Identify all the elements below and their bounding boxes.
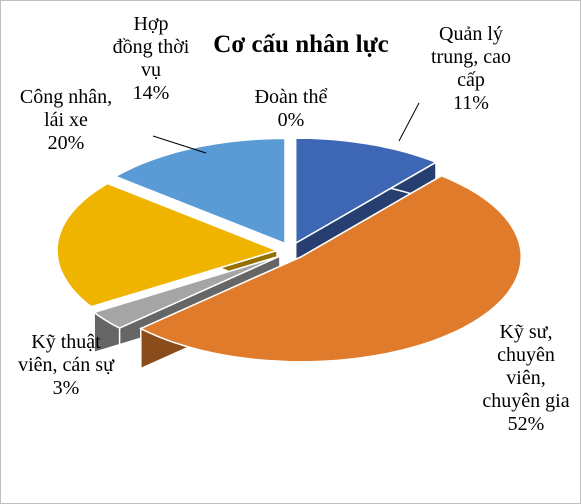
data-label: Đoàn thể 0%: [236, 86, 346, 132]
data-label: Hợp đồng thời vụ 14%: [111, 13, 191, 105]
value-label: 52%: [507, 413, 545, 435]
value-label: 3%: [52, 377, 80, 399]
chart-title: Cơ cấu nhân lực: [213, 31, 389, 58]
value-label: 20%: [47, 132, 85, 154]
category-label: Đoàn thể: [254, 86, 328, 108]
data-label: Kỹ sư, chuyên viên, chuyên gia 52%: [476, 321, 576, 436]
leader-line: [398, 102, 420, 142]
slice: [56, 182, 280, 308]
data-label: Kỹ thuật viên, cán sự 3%: [11, 331, 121, 400]
value-label: 11%: [453, 92, 489, 114]
category-label: Kỹ sư, chuyên viên, chuyên gia: [482, 321, 570, 412]
slice: [92, 255, 281, 329]
slice: [139, 174, 522, 363]
category-label: Quản lý trung, cao cấp: [431, 23, 511, 91]
category-label: Công nhân, lái xe: [19, 86, 113, 131]
category-label: Hợp đồng thời vụ: [112, 13, 190, 81]
category-label: Kỹ thuật viên, cán sự: [18, 331, 114, 376]
data-label: Quản lý trung, cao cấp 11%: [421, 23, 521, 115]
data-label: Công nhân, lái xe 20%: [16, 86, 116, 155]
slice: [294, 137, 438, 245]
value-label: 14%: [132, 82, 170, 104]
leader-line: [152, 135, 207, 154]
value-label: 0%: [277, 109, 305, 131]
